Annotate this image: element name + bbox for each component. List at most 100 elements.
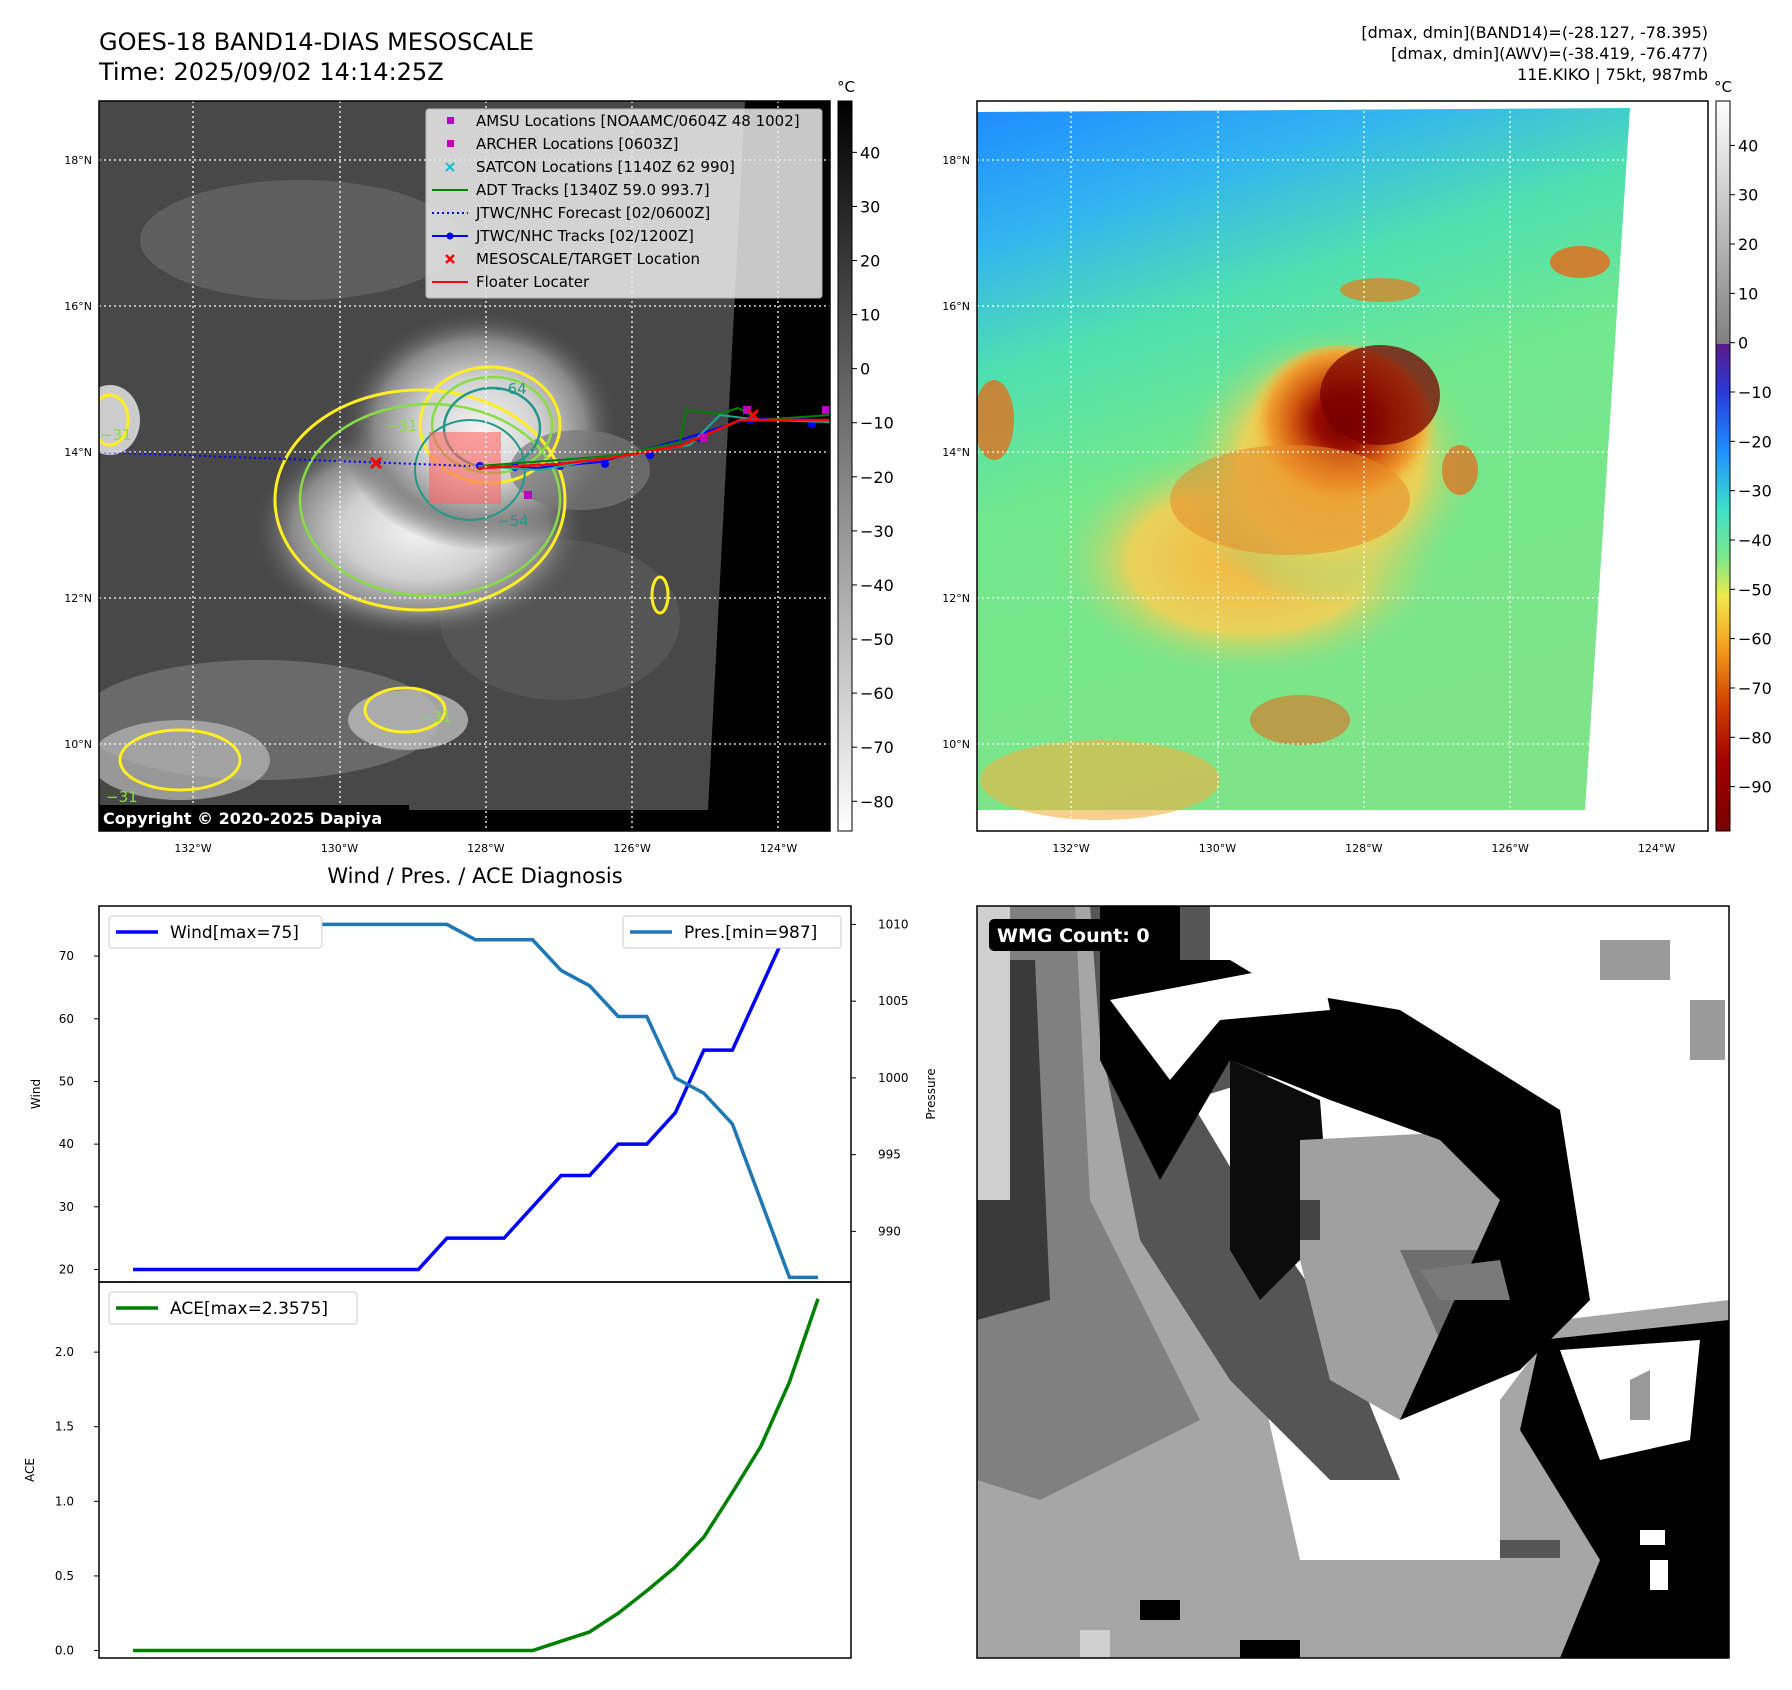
wind-y-tick-label: 20 [59, 1262, 74, 1276]
wind-y-tick-label: 60 [59, 1012, 74, 1026]
main-title: GOES-18 BAND14-DIAS MESOSCALE [99, 28, 534, 56]
ace-y-tick-label: 1.5 [55, 1420, 74, 1434]
contour-label: −54 [497, 512, 529, 530]
ir-colorbar-tick-label: 40 [860, 143, 880, 162]
target-marker [746, 408, 760, 422]
awv-colorbar-tick-label: −10 [1738, 383, 1772, 402]
legend-label: JTWC/NHC Tracks [02/1200Z] [475, 227, 694, 245]
wind-series-line [133, 923, 818, 1272]
pressure-y-tick-label: 1010 [878, 917, 909, 931]
band14-stats: [dmax, dmin](BAND14)=(-28.127, -78.395) [1361, 23, 1708, 42]
pressure-y-tick-label: 990 [878, 1224, 901, 1238]
wind-y-ticks: 20 30 40 50 60 70 [59, 949, 99, 1276]
lon-tick-label: 126°W [1492, 842, 1529, 855]
ir-colorbar-tick-label: −50 [860, 630, 894, 649]
awv-colorbar [1715, 100, 1731, 832]
wind-pressure-chart: Wind Pressure 20 30 40 50 60 70 990 995 1000 100… [29, 905, 938, 1283]
lon-tick-label: 128°W [467, 842, 504, 855]
map-axis-ticks: 18°N 18°N 16°N 16°N 14°N 14°N 12°N 12°N 10°N 10°N… [64, 154, 1675, 855]
awv-colorbar-cold [1716, 344, 1730, 831]
awv-gridlines [977, 101, 1708, 831]
timestamp: Time: 2025/09/02 14:14:25Z [98, 58, 444, 86]
awv-colorbar-tick-label: −30 [1738, 482, 1772, 501]
diagnosis-title: Wind / Pres. / ACE Diagnosis [327, 864, 622, 888]
ace-y-tick-label: 1.0 [55, 1494, 74, 1508]
awv-stats: [dmax, dmin](AWV)=(-38.419, -76.477) [1391, 44, 1708, 63]
archer-marker [524, 491, 532, 499]
storm-info: 11E.KIKO | 75kt, 987mb [1517, 65, 1708, 84]
lat-tick-label: 12°N [942, 592, 970, 605]
ir-map-panel: −64 −31 −54 −31 −31 −31 [98, 78, 894, 832]
awv-colorbar-ticks: 40 30 20 10 0 −10 −20 −30 −40 −50 −60 −70 −80 −90 [1730, 136, 1772, 797]
ir-colorbar-tick-label: −30 [860, 522, 894, 541]
legend-label: Floater Locater [476, 273, 590, 291]
wind-legend-label: Wind[max=75] [170, 923, 299, 943]
legend-swatch-amsu [447, 117, 454, 124]
pressure-legend: Pres.[min=987] [622, 915, 842, 949]
awv-colorbar-tick-label: −90 [1738, 778, 1772, 797]
ir-colorbar-tick-label: −80 [860, 792, 894, 811]
lat-tick-label: 14°N [942, 446, 970, 459]
amsu-marker [743, 406, 751, 414]
awv-colorbar-tick-label: −20 [1738, 432, 1772, 451]
lon-tick-label: 124°W [760, 842, 797, 855]
awv-colorbar-tick-label: 30 [1738, 186, 1758, 205]
wmg-count-label: WMG Count: 0 [997, 925, 1150, 947]
ace-y-tick-label: 0.0 [55, 1644, 74, 1658]
pressure-y-ticks: 990 995 1000 1005 1010 [851, 917, 909, 1238]
pressure-y-tick-label: 1000 [878, 1071, 909, 1085]
copyright-label: Copyright © 2020-2025 Dapiya [103, 809, 382, 828]
ir-colorbar-tick-label: −40 [860, 576, 894, 595]
wind-legend: Wind[max=75] [108, 915, 323, 949]
awv-colorbar-tick-label: −60 [1738, 630, 1772, 649]
awv-map-panel: °C 40 30 20 10 0 −10 −20 −30 −40 −50 −60 −70 −80 −90 [976, 78, 1772, 832]
ir-colorbar-tick-label: −60 [860, 684, 894, 703]
lon-tick-label: 130°W [321, 842, 358, 855]
wmg-frame [976, 905, 1730, 1659]
contour-label: −31 [386, 417, 418, 435]
lon-tick-label: 128°W [1345, 842, 1382, 855]
wmg-panel: WMG Count: 0 [976, 905, 1730, 1659]
awv-colorbar-tick-label: 40 [1738, 136, 1758, 155]
lat-tick-label: 10°N [64, 738, 92, 751]
wind-axis-label: Wind [29, 1079, 43, 1109]
contour-label: −31 [100, 426, 132, 444]
ace-y-tick-label: 0.5 [55, 1569, 74, 1583]
lat-tick-label: 14°N [64, 446, 92, 459]
awv-image [977, 101, 1708, 831]
ir-colorbar-tick-label: −70 [860, 738, 894, 757]
ir-colorbar [837, 100, 853, 832]
ir-colorbar-tick-label: 30 [860, 197, 880, 216]
ir-frame [98, 100, 831, 832]
ir-colorbar-unit: °C [837, 78, 855, 96]
wmg-image [977, 906, 1729, 1658]
awv-colorbar-tick-label: −80 [1738, 728, 1772, 747]
awv-colorbar-tick-label: −50 [1738, 580, 1772, 599]
ace-legend-label: ACE[max=2.3575] [170, 1299, 328, 1319]
pressure-y-tick-label: 995 [878, 1148, 901, 1162]
lat-tick-label: 10°N [942, 738, 970, 751]
awv-colorbar-tick-label: −40 [1738, 531, 1772, 550]
lat-tick-label: 16°N [942, 300, 970, 313]
ace-y-tick-label: 2.0 [55, 1345, 74, 1359]
wind-y-tick-label: 70 [59, 949, 74, 963]
awv-colorbar-unit: °C [1714, 78, 1732, 96]
wind-plot-frame [98, 905, 852, 1283]
wmg-count-badge [989, 919, 1174, 951]
pressure-legend-label: Pres.[min=987] [684, 923, 817, 943]
legend-label: JTWC/NHC Forecast [02/0600Z] [475, 204, 710, 222]
legend-label: ARCHER Locations [0603Z] [476, 135, 679, 153]
lon-tick-label: 132°W [174, 842, 211, 855]
ace-axis-label: ACE [23, 1458, 37, 1482]
lon-tick-label: 124°W [1638, 842, 1675, 855]
awv-colorbar-tick-label: 20 [1738, 235, 1758, 254]
awv-frame [976, 100, 1709, 832]
legend-swatch-target [445, 254, 455, 264]
ir-legend: AMSU Locations [NOAAMC/0604Z 48 1002] AR… [425, 108, 823, 299]
contour-label: −64 [495, 380, 527, 398]
amsu-marker [822, 406, 830, 414]
ir-colorbar-ticks: 40 30 20 10 0 −10 −20 −30 −40 −50 −60 −70 −80 [852, 143, 894, 811]
legend-swatch-archer [447, 140, 454, 147]
ace-y-ticks: 0.0 0.5 1.0 1.5 2.0 [55, 1345, 99, 1658]
wind-y-tick-label: 40 [59, 1137, 74, 1151]
